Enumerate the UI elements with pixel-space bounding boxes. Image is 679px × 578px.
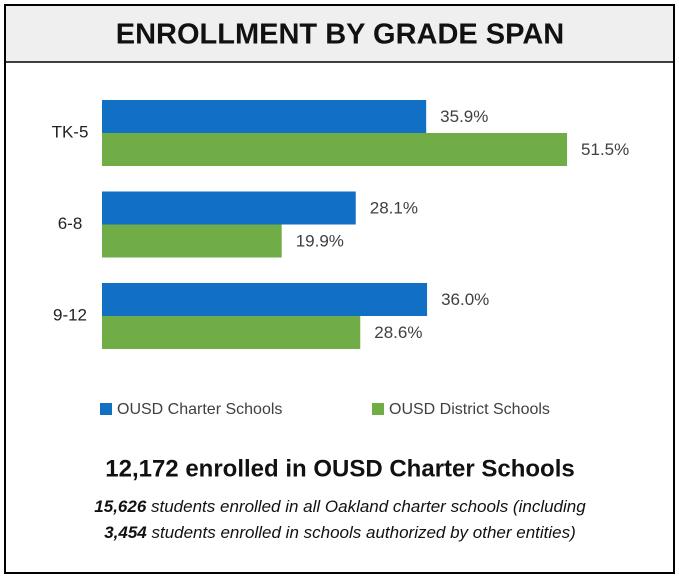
footnote-line: 15,626 students enrolled in all Oakland … xyxy=(94,497,586,516)
bar xyxy=(102,191,356,225)
legend-label: OUSD Charter Schools xyxy=(117,401,282,418)
footnote-emphasis: 3,454 xyxy=(104,523,147,542)
legend-swatch xyxy=(100,403,112,415)
value-label: 28.1% xyxy=(370,198,418,217)
bar xyxy=(102,224,282,258)
bar xyxy=(102,283,428,316)
footnote-emphasis: 15,626 xyxy=(94,497,147,516)
footnote-text: students enrolled in all Oakland charter… xyxy=(146,497,586,516)
bar xyxy=(102,316,361,349)
legend-label: OUSD District Schools xyxy=(389,401,550,418)
y-tick-label: 6-8 xyxy=(58,214,83,233)
value-label: 35.9% xyxy=(440,107,488,126)
y-tick-label: TK-5 xyxy=(52,122,89,141)
footnote-text: students enrolled in schools authorized … xyxy=(147,523,576,542)
bar xyxy=(102,100,427,133)
bar xyxy=(102,133,568,166)
value-label: 28.6% xyxy=(374,323,422,342)
value-label: 19.9% xyxy=(296,231,344,250)
headline: 12,172 enrolled in OUSD Charter Schools xyxy=(105,455,574,482)
value-label: 36.0% xyxy=(441,290,489,309)
footnote-line: 3,454 students enrolled in schools autho… xyxy=(104,523,576,542)
chart-title: ENROLLMENT BY GRADE SPAN xyxy=(116,19,564,51)
header-band xyxy=(6,6,673,62)
value-label: 51.5% xyxy=(581,140,629,159)
legend-swatch xyxy=(372,403,384,415)
y-tick-label: 9-12 xyxy=(53,305,87,324)
